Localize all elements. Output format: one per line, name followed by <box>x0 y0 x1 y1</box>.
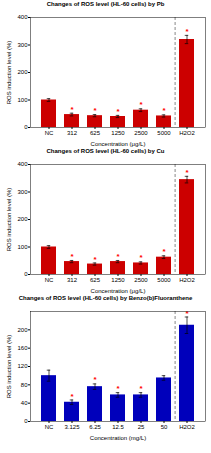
html-text:Changes of ROS level (HL-60 ce: Changes of ROS level (HL-60 cells) by Be… <box>18 295 193 301</box>
svg-text:5000: 5000 <box>157 277 171 283</box>
svg-text:1250: 1250 <box>111 277 125 283</box>
svg-text:120: 120 <box>17 363 28 369</box>
svg-text:400: 400 <box>17 161 28 167</box>
svg-text:*: * <box>70 392 74 401</box>
svg-text:625: 625 <box>90 277 101 283</box>
svg-text:*: * <box>139 384 143 393</box>
svg-text:*: * <box>185 309 189 318</box>
svg-text:*: * <box>116 107 120 116</box>
svg-text:200: 200 <box>17 216 28 222</box>
svg-text:Concentration (μg/L): Concentration (μg/L) <box>91 141 146 147</box>
svg-text:625: 625 <box>90 130 101 136</box>
svg-text:3.125: 3.125 <box>64 424 80 430</box>
svg-text:*: * <box>93 106 97 115</box>
svg-text:*: * <box>116 252 120 261</box>
svg-text:*: * <box>70 105 74 114</box>
svg-text:NC: NC <box>45 424 54 430</box>
svg-text:1250: 1250 <box>111 130 125 136</box>
html-text:Changes of ROS level (HL-60 ce: Changes of ROS level (HL-60 cells) by Pb <box>46 1 165 7</box>
svg-text:ROS induction level (%): ROS induction level (%) <box>6 41 12 105</box>
svg-text:*: * <box>185 168 189 177</box>
svg-text:*: * <box>70 252 74 261</box>
svg-text:NC: NC <box>45 277 54 283</box>
svg-text:*: * <box>162 247 166 256</box>
svg-text:ROS induction level (%): ROS induction level (%) <box>6 188 12 252</box>
svg-text:0: 0 <box>24 418 28 424</box>
svg-text:*: * <box>116 384 120 393</box>
svg-text:200: 200 <box>17 69 28 75</box>
svg-text:Concentration (mg/L): Concentration (mg/L) <box>90 435 146 441</box>
svg-text:100: 100 <box>17 97 28 103</box>
svg-text:H2O2: H2O2 <box>179 130 195 136</box>
svg-text:100: 100 <box>17 244 28 250</box>
html-text:Changes of ROS level (HL-60 ce: Changes of ROS level (HL-60 cells) by Cu <box>46 148 165 154</box>
svg-text:6.25: 6.25 <box>89 424 101 430</box>
svg-text:*: * <box>93 255 97 264</box>
svg-text:400: 400 <box>17 14 28 20</box>
svg-text:300: 300 <box>17 42 28 48</box>
svg-text:5000: 5000 <box>157 130 171 136</box>
svg-text:*: * <box>185 27 189 36</box>
svg-text:H2O2: H2O2 <box>179 277 195 283</box>
svg-text:2500: 2500 <box>134 130 148 136</box>
svg-text:50: 50 <box>161 424 168 430</box>
svg-text:*: * <box>139 253 143 262</box>
svg-text:40: 40 <box>21 400 28 406</box>
svg-text:312: 312 <box>67 277 78 283</box>
svg-text:12.5: 12.5 <box>112 424 124 430</box>
svg-text:200: 200 <box>17 327 28 333</box>
svg-text:0: 0 <box>24 271 28 277</box>
svg-text:80: 80 <box>21 382 28 388</box>
svg-text:*: * <box>139 100 143 109</box>
svg-text:300: 300 <box>17 189 28 195</box>
svg-text:ROS induction level (%): ROS induction level (%) <box>6 335 12 399</box>
svg-text:H2O2: H2O2 <box>179 424 195 430</box>
svg-text:*: * <box>162 106 166 115</box>
svg-text:*: * <box>93 375 97 384</box>
svg-text:2500: 2500 <box>134 277 148 283</box>
svg-text:0: 0 <box>24 124 28 130</box>
svg-text:160: 160 <box>17 345 28 351</box>
svg-text:312: 312 <box>67 130 78 136</box>
svg-text:Concentration (μg/L): Concentration (μg/L) <box>91 288 146 294</box>
svg-text:25: 25 <box>138 424 145 430</box>
svg-text:NC: NC <box>45 130 54 136</box>
